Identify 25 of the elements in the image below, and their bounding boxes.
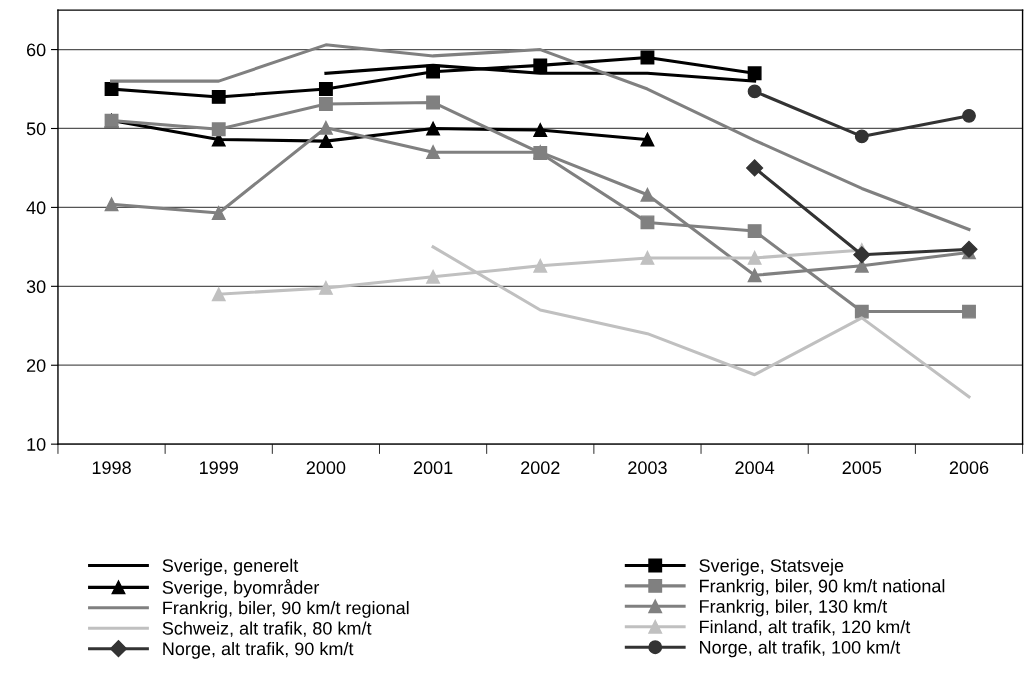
legend-label: Finland, alt trafik, 120 km/t <box>700 620 911 636</box>
legend-label: Frankrig, biler, 90 km/t national <box>700 579 945 596</box>
legend-label: Sverige, Statsveje <box>699 558 844 576</box>
x-tick-label: 2001 <box>413 461 453 475</box>
legend-label: Sverige, byområder <box>162 579 320 598</box>
legend-label: Frankrig, biler, 130 km/t <box>700 599 888 617</box>
legend-label: Norge, alt trafik, 90 km/t <box>163 641 354 659</box>
x-tick-label: 2000 <box>306 461 346 475</box>
y-tick-label: 20 <box>26 359 46 372</box>
y-tick-label: 30 <box>26 280 46 294</box>
x-tick-label: 2005 <box>842 461 882 475</box>
y-tick-label: 60 <box>26 43 46 57</box>
x-tick-label: 1998 <box>92 461 131 475</box>
legend-label: Sverige, generelt <box>162 558 299 576</box>
y-tick-label: 50 <box>26 122 46 136</box>
x-tick-label: 2006 <box>949 461 989 475</box>
y-tick-label: 10 <box>27 438 46 451</box>
x-tick-label: 2002 <box>521 461 560 475</box>
y-tick-label: 40 <box>26 201 46 215</box>
x-tick-label: 2003 <box>628 461 667 475</box>
legend-label: Norge, alt trafik, 100 km/t <box>700 640 901 658</box>
legend-label: Frankrig, biler, 90 km/t regional <box>163 601 409 618</box>
x-tick-label: 2004 <box>735 461 775 475</box>
x-tick-label: 1999 <box>200 461 238 475</box>
legend-label: Schweiz, alt trafik, 80 km/t <box>162 621 372 637</box>
